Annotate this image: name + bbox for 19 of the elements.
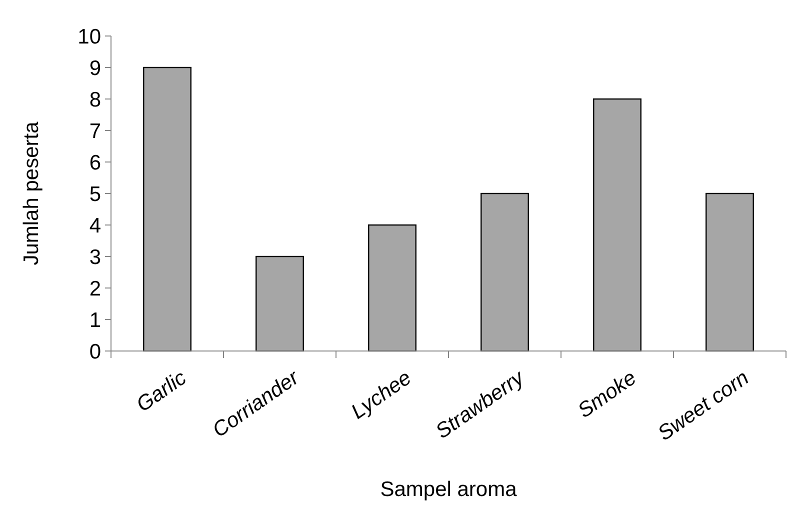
y-tick-label: 1 [89, 308, 101, 332]
bar [593, 98, 642, 352]
bar [480, 192, 529, 352]
y-tick-label: 8 [89, 88, 101, 112]
y-tick-label: 0 [89, 340, 101, 364]
bar [256, 256, 304, 352]
y-tick-label: 7 [89, 120, 101, 143]
y-axis-title: Jumlah peserta [20, 121, 43, 266]
y-tick-label: 3 [89, 246, 101, 269]
y-tick-label: 5 [89, 182, 101, 206]
bar [143, 66, 192, 352]
y-tick-label: 2 [89, 277, 101, 300]
y-tick-label: 9 [89, 56, 101, 80]
y-tick-label: 6 [89, 151, 101, 174]
x-axis-title: Sampel aroma [380, 478, 518, 501]
y-tick-label: 10 [78, 25, 101, 48]
bar [368, 224, 416, 352]
y-tick-label: 4 [89, 214, 102, 238]
bar [706, 192, 754, 352]
